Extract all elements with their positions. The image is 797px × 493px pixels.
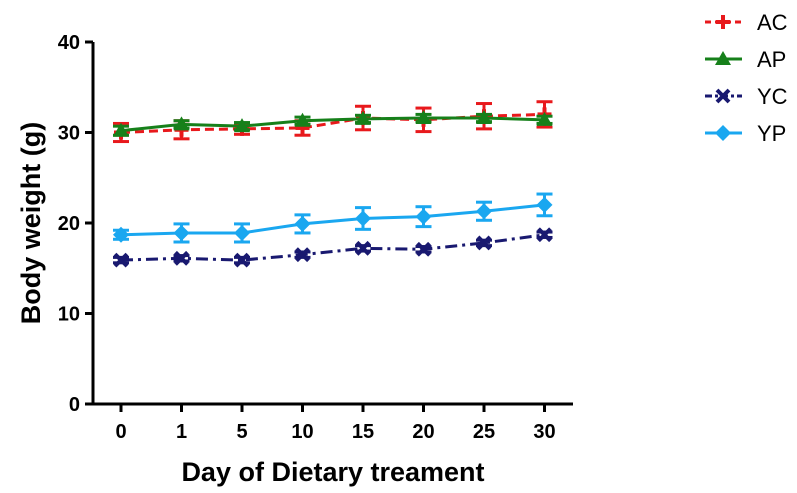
y-tick-label: 0 — [69, 394, 80, 416]
legend-item-ap: AP — [705, 47, 786, 72]
y-tick-label: 40 — [58, 32, 80, 54]
data-point-yc — [113, 252, 129, 268]
series-line-yp — [120, 203, 545, 237]
data-point-yc — [476, 235, 492, 251]
legend-label-ap: AP — [757, 47, 786, 72]
data-point-yp — [536, 196, 553, 213]
data-point-yp — [173, 224, 190, 241]
x-axis-ticks: 0 1 5 10 15 20 25 30 — [115, 404, 556, 443]
data-point-ap — [234, 118, 250, 133]
data-point-yc — [234, 252, 250, 268]
data-point-yp — [476, 203, 492, 220]
data-point-yp — [234, 224, 250, 241]
y-tick-label: 10 — [58, 304, 80, 326]
data-point-ap — [173, 116, 190, 131]
legend-item-ac: AC — [705, 10, 788, 35]
x-axis-title: Day of Dietary treament — [181, 457, 484, 487]
data-point-yc — [355, 240, 371, 256]
legend-label-yc: YC — [757, 84, 788, 109]
data-point-yc — [416, 241, 431, 257]
y-tick-label: 30 — [58, 123, 80, 145]
data-point-yc — [295, 247, 310, 263]
series-yp — [113, 192, 553, 244]
x-tick-label: 10 — [291, 421, 313, 443]
x-tick-label: 1 — [176, 421, 187, 443]
data-point-ap — [415, 110, 432, 125]
y-axis-ticks: 0 10 20 30 40 — [58, 32, 93, 416]
data-point-yp — [355, 210, 371, 227]
data-point-yp — [113, 226, 129, 243]
data-point-ap — [476, 110, 492, 125]
legend-label-yp: YP — [757, 121, 786, 146]
data-point-yp — [294, 215, 311, 232]
legend-item-yc: YC — [705, 84, 788, 109]
data-point-ap — [536, 111, 553, 126]
x-tick-label: 30 — [533, 421, 555, 443]
series-ap — [113, 110, 553, 137]
series-line-yc — [120, 233, 545, 262]
data-point-ap — [113, 122, 129, 137]
legend-marker-yp — [715, 125, 731, 141]
x-tick-label: 15 — [352, 421, 374, 443]
data-point-yp — [415, 208, 432, 225]
legend-marker-ap — [715, 51, 731, 65]
legend-marker-ac — [716, 15, 730, 29]
x-tick-label: 25 — [473, 421, 495, 443]
legend-marker-yc — [715, 88, 731, 104]
y-tick-label: 20 — [58, 213, 80, 235]
legend-label-ac: AC — [757, 10, 788, 35]
x-tick-label: 0 — [115, 421, 126, 443]
series-yc — [113, 227, 553, 268]
x-tick-label: 5 — [236, 421, 247, 443]
legend: AC AP YC YP — [705, 10, 788, 146]
data-point-yc — [174, 250, 189, 266]
data-point-yc — [537, 227, 552, 243]
y-axis-title: Body weight (g) — [16, 122, 46, 324]
data-point-ap — [355, 110, 371, 125]
data-point-ap — [294, 112, 311, 127]
legend-item-yp: YP — [705, 121, 786, 146]
series-line-ap — [120, 116, 545, 133]
x-tick-label: 20 — [412, 421, 434, 443]
series-layer — [113, 100, 553, 268]
